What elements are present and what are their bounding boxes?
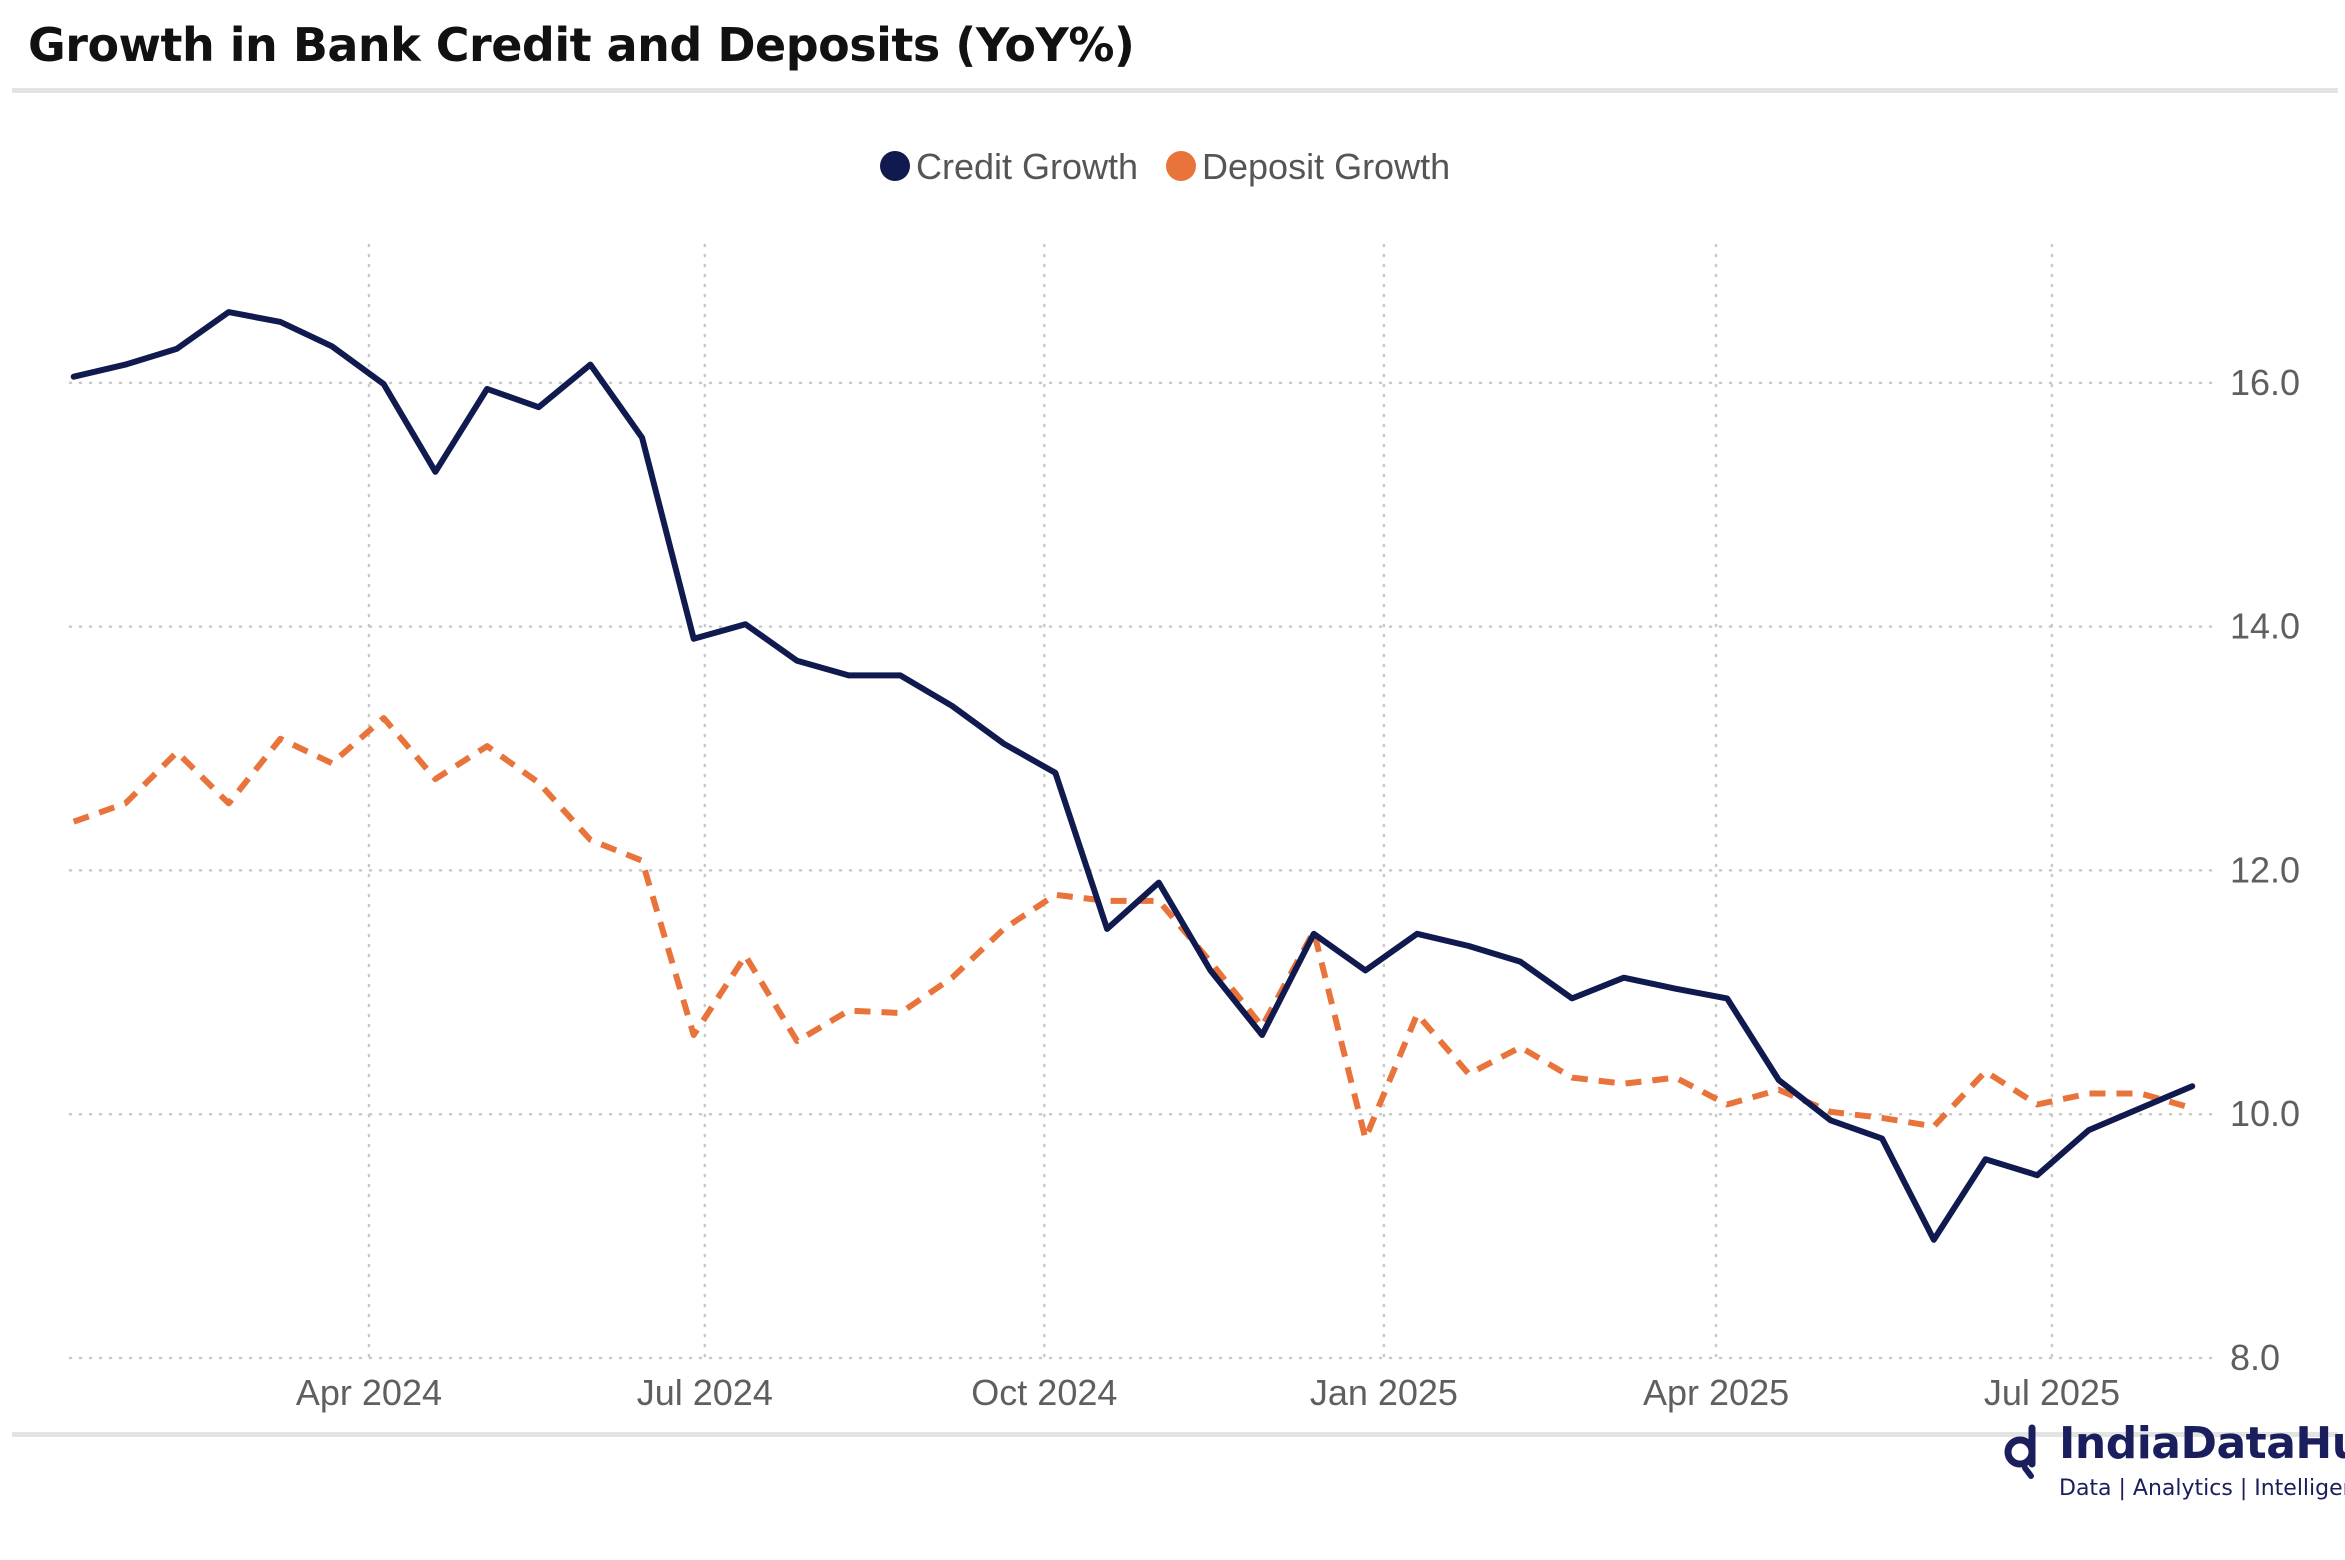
series-lines	[70, 309, 2196, 1243]
y-tick-label: 12.0	[2230, 849, 2300, 890]
x-tick-label: Jan 2025	[1310, 1372, 1458, 1413]
grid	[68, 243, 2220, 1360]
legend-label-deposit-growth: Deposit Growth	[1202, 146, 1450, 187]
x-tick-label: Oct 2024	[971, 1372, 1117, 1413]
legend: Credit Growth Deposit Growth	[880, 146, 1450, 187]
y-tick-label: 16.0	[2230, 362, 2300, 403]
x-tick-label: Apr 2024	[296, 1372, 442, 1413]
series-line-credit-growth	[70, 309, 2196, 1243]
brand-name: IndiaDataHub	[2059, 1418, 2345, 1469]
y-tick-label: 8.0	[2230, 1337, 2280, 1378]
brand-logo: IndiaDataHub Data | Analytics | Intellig…	[2001, 1418, 2345, 1548]
x-tick-label: Apr 2025	[1643, 1372, 1789, 1413]
legend-marker-deposit-growth	[1166, 151, 1196, 181]
top-divider	[12, 88, 2338, 93]
brand-tagline: Data | Analytics | Intelligence	[2059, 1476, 2345, 1501]
y-tick-label: 10.0	[2230, 1093, 2300, 1134]
series-line-deposit-growth	[72, 715, 2194, 1142]
y-tick-label: 14.0	[2230, 606, 2300, 647]
x-tick-label: Jul 2025	[1984, 1372, 2120, 1413]
legend-marker-credit-growth	[880, 151, 910, 181]
axis-ticks: 8.0 10.0 12.0 14.0 16.0 Apr 2024 Jul 2024 Oct 2…	[296, 362, 2300, 1413]
logo-mark-icon	[2004, 1424, 2036, 1479]
legend-label-credit-growth: Credit Growth	[916, 146, 1138, 187]
bottom-divider	[12, 1432, 2338, 1437]
chart-title: Growth in Bank Credit and Deposits (YoY%…	[28, 18, 1135, 72]
x-tick-label: Jul 2024	[637, 1372, 773, 1413]
line-chart: 8.0 10.0 12.0 14.0 16.0 Apr 2024 Jul 2024 Oct 2…	[68, 146, 2300, 1413]
